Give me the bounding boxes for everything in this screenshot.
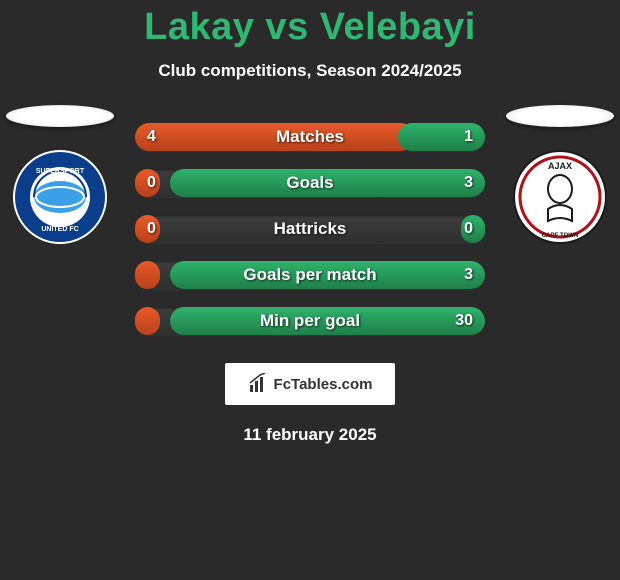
left-player-column: SUPERSPORT UNITED FC: [0, 105, 120, 245]
ajax-logo-icon: AJAX CAPE TOWN: [512, 149, 608, 245]
svg-text:AJAX: AJAX: [548, 161, 572, 171]
stat-rows-container: 41Matches 03Goals 00Hattricks 3Goals per ma…: [135, 123, 485, 335]
stat-row: 3Goals per match: [135, 261, 485, 289]
stat-row: 03Goals: [135, 169, 485, 197]
footer-date: 11 february 2025: [0, 425, 620, 445]
stat-row: 00Hattricks: [135, 215, 485, 243]
stat-label: Matches: [135, 123, 485, 151]
svg-text:CAPE TOWN: CAPE TOWN: [542, 233, 579, 239]
stat-row: 41Matches: [135, 123, 485, 151]
svg-text:UNITED FC: UNITED FC: [41, 226, 78, 233]
page-title: Lakay vs Velebayi: [0, 0, 620, 49]
left-nameplate: [6, 105, 114, 127]
bar-chart-icon: [248, 373, 270, 395]
left-club-logo: SUPERSPORT UNITED FC: [12, 149, 108, 245]
svg-text:SUPERSPORT: SUPERSPORT: [36, 168, 85, 175]
right-nameplate: [506, 105, 614, 127]
right-club-logo: AJAX CAPE TOWN: [512, 149, 608, 245]
stat-label: Min per goal: [135, 307, 485, 335]
stat-label: Hattricks: [135, 215, 485, 243]
branding-text: FcTables.com: [274, 376, 373, 393]
page-subtitle: Club competitions, Season 2024/2025: [0, 61, 620, 81]
comparison-panel: SUPERSPORT UNITED FC AJAX CAPE TOWN 41Ma…: [0, 123, 620, 445]
branding-badge[interactable]: FcTables.com: [225, 363, 395, 405]
stat-label: Goals per match: [135, 261, 485, 289]
stat-label: Goals: [135, 169, 485, 197]
supersport-logo-icon: SUPERSPORT UNITED FC: [12, 149, 108, 245]
stat-row: 30Min per goal: [135, 307, 485, 335]
right-player-column: AJAX CAPE TOWN: [500, 105, 620, 245]
